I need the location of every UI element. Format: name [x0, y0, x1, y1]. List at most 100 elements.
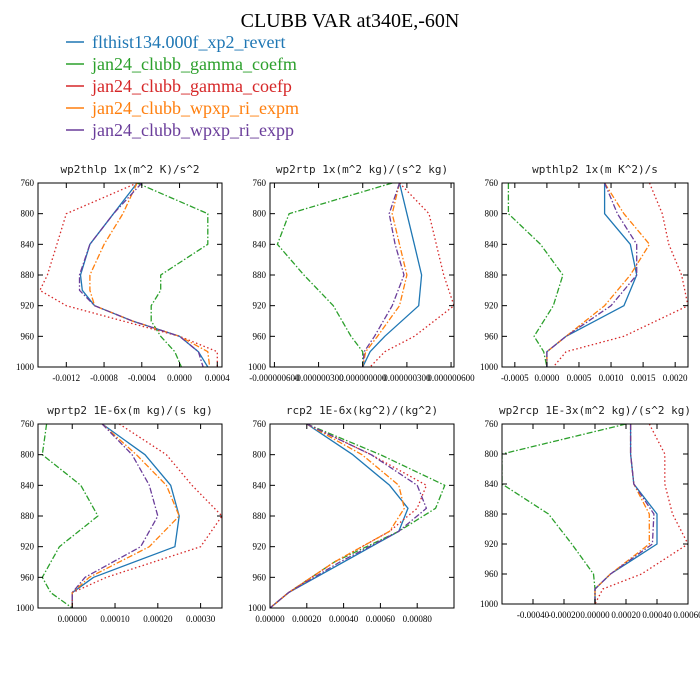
x-tick-label: 0.0015	[631, 373, 656, 383]
y-tick-label: 840	[485, 239, 499, 249]
subplot-title: wprtp2 1E-6x(m kg)/(s kg)	[47, 404, 213, 417]
x-tick-label: 0.00060	[366, 614, 396, 624]
subplot: wpthlp2 1x(m K^2)/s 760 800 840 880 920 960 100…	[480, 163, 689, 383]
legend-entry: jan24_clubb_gamma_coefp	[91, 76, 292, 96]
legend: flthist134.000f_xp2_revert jan24_clubb_ga…	[66, 32, 299, 140]
series-line	[594, 424, 688, 604]
series-line	[362, 183, 408, 367]
subplot-title: wp2thlp 1x(m^2 K)/s^2	[60, 163, 199, 176]
x-tick-label: 0.00020	[143, 614, 173, 624]
y-tick-label: 880	[485, 509, 499, 519]
y-tick-label: 1000	[16, 603, 35, 613]
series-line	[276, 183, 393, 367]
y-tick-label: 920	[485, 301, 499, 311]
plot-frame	[37, 423, 223, 609]
y-tick-label: 760	[485, 419, 499, 429]
series-line	[89, 183, 211, 367]
y-tick-label: 800	[485, 449, 499, 459]
series-line	[71, 424, 180, 608]
y-tick-label: 800	[21, 450, 35, 460]
x-tick-label: 0.0000	[535, 373, 560, 383]
y-tick-label: 920	[21, 542, 35, 552]
series-line	[594, 424, 650, 604]
series-line	[39, 183, 218, 367]
x-tick-label: 0.00000	[580, 610, 610, 620]
x-tick-label: -0.0012	[52, 373, 80, 383]
y-tick-label: 960	[253, 572, 267, 582]
series-line	[270, 424, 409, 608]
series-line	[136, 183, 209, 367]
legend-entry: flthist134.000f_xp2_revert	[92, 32, 285, 52]
x-tick-label: 0.00040	[329, 614, 359, 624]
series-line	[71, 424, 222, 608]
x-tick-label: -0.0005	[501, 373, 529, 383]
y-tick-label: 840	[485, 479, 499, 489]
y-tick-label: 760	[485, 178, 499, 188]
subplot: wp2rtp 1x(m^2 kg)/(s^2 kg) 760 800 840 880 92…	[248, 163, 475, 383]
x-tick-label: 0.0000	[167, 373, 192, 383]
y-tick-label: 760	[253, 178, 267, 188]
x-tick-label: 0.00080	[403, 614, 433, 624]
x-tick-label: 0.000000600	[427, 373, 475, 383]
y-tick-label: 1000	[16, 362, 35, 372]
x-tick-label: -0.000000300	[293, 373, 344, 383]
y-tick-label: 920	[253, 542, 267, 552]
plot-frame	[37, 182, 223, 368]
x-tick-label: 0.00000	[255, 614, 285, 624]
x-tick-label: -0.00020	[548, 610, 581, 620]
y-tick-label: 960	[253, 331, 267, 341]
x-tick-label: -0.000000600	[249, 373, 300, 383]
x-tick-label: 0.00020	[611, 610, 641, 620]
subplot-title: rcp2 1E-6x(kg^2)/(kg^2)	[286, 404, 438, 417]
y-tick-label: 960	[21, 572, 35, 582]
y-tick-label: 880	[21, 511, 35, 521]
subplot: rcp2 1E-6x(kg^2)/(kg^2) 760 800 840 880 920 96…	[248, 404, 455, 624]
legend-entry: jan24_clubb_wpxp_ri_expp	[91, 120, 294, 140]
x-tick-label: 0.00020	[292, 614, 322, 624]
y-tick-label: 960	[21, 331, 35, 341]
y-tick-label: 1000	[480, 362, 499, 372]
series-line	[79, 183, 209, 367]
x-tick-label: -0.0004	[128, 373, 156, 383]
figure-title: CLUBB VAR at340E,-60N	[241, 10, 460, 32]
x-tick-label: 0.00010	[100, 614, 130, 624]
series-line	[502, 424, 627, 604]
x-tick-label: 0.000000300	[383, 373, 431, 383]
subplot-title: wp2rcp 1E-3x(m^2 kg)/(s^2 kg)	[499, 404, 691, 417]
panels: wp2thlp 1x(m^2 K)/s^2 760 800 840 880 920 960 1…	[16, 163, 700, 624]
series-line	[546, 183, 638, 367]
series-line	[507, 183, 564, 367]
y-tick-label: 880	[21, 270, 35, 280]
x-tick-label: -0.00040	[517, 610, 550, 620]
y-tick-label: 840	[253, 239, 267, 249]
x-tick-label: 0.0020	[663, 373, 688, 383]
subplot: wp2rcp 1E-3x(m^2 kg)/(s^2 kg)760 800 840 88…	[480, 404, 700, 620]
x-tick-label: 0.00040	[642, 610, 672, 620]
plot-frame	[269, 182, 455, 368]
x-tick-label: 0.0010	[599, 373, 624, 383]
series-line	[270, 424, 405, 608]
x-tick-label: 0.00030	[186, 614, 216, 624]
y-tick-label: 840	[21, 480, 35, 490]
legend-entry: jan24_clubb_wpxp_ri_expm	[91, 98, 299, 118]
y-tick-label: 760	[21, 419, 35, 429]
x-tick-label: 0.000000000	[339, 373, 387, 383]
subplot-title: wpthlp2 1x(m K^2)/s	[532, 163, 658, 176]
y-tick-label: 960	[485, 331, 499, 341]
series-line	[546, 183, 638, 367]
x-tick-label: 0.0004	[205, 373, 230, 383]
series-line	[78, 183, 204, 367]
series-line	[552, 183, 688, 367]
subplot: wp2thlp 1x(m^2 K)/s^2 760 800 840 880 920 960 1…	[16, 163, 230, 383]
series-line	[270, 424, 428, 608]
y-tick-label: 1000	[248, 362, 267, 372]
y-tick-label: 800	[21, 209, 35, 219]
subplot: wprtp2 1E-6x(m kg)/(s kg) 760 800 840 880 920…	[16, 404, 223, 624]
y-tick-label: 1000	[480, 599, 499, 609]
series-line	[594, 424, 655, 604]
subplot-title: wp2rtp 1x(m^2 kg)/(s^2 kg)	[276, 163, 448, 176]
y-tick-label: 880	[485, 270, 499, 280]
plot-frame	[269, 423, 455, 609]
y-tick-label: 1000	[248, 603, 267, 613]
